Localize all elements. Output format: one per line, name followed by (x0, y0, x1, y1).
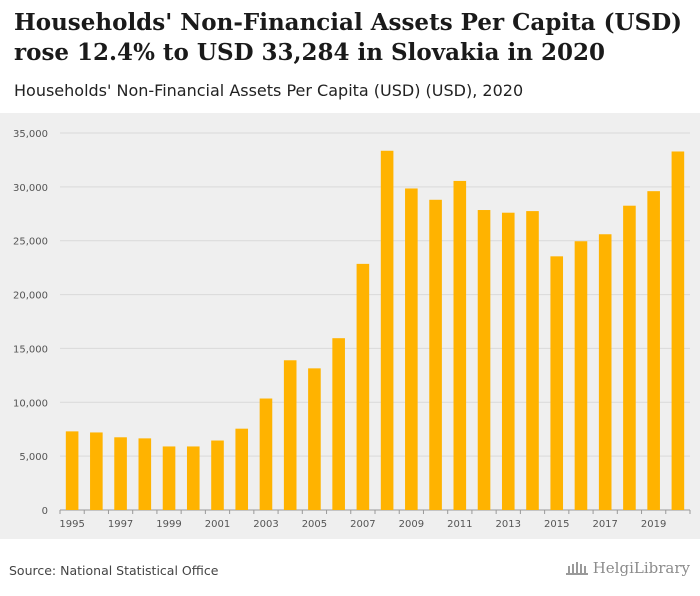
x-tick-label: 1999 (156, 519, 181, 530)
bar-1998 (138, 438, 152, 510)
x-tick-label: 2017 (592, 519, 617, 530)
bar-2005 (308, 368, 321, 510)
y-tick-label: 25,000 (13, 237, 48, 248)
y-tick-label: 20,000 (13, 291, 48, 302)
y-tick-label: 30,000 (13, 183, 48, 194)
chart-subtitle: Households' Non-Financial Assets Per Cap… (14, 81, 524, 100)
y-tick-label: 10,000 (13, 398, 48, 409)
bar-2010 (429, 199, 442, 510)
y-tick-label: 15,000 (13, 344, 48, 355)
source-note: Source: National Statistical Office (9, 563, 219, 578)
footer: Source: National Statistical Office Helg… (0, 539, 700, 596)
x-tick-label: 2009 (399, 519, 424, 530)
bar-2007 (356, 263, 370, 510)
bar-2011 (453, 180, 467, 510)
y-tick-label: 0 (42, 506, 48, 517)
bar-1997 (114, 437, 127, 510)
bar-2016 (574, 241, 588, 510)
x-tick-label: 2007 (350, 519, 375, 530)
y-tick-label: 5,000 (19, 452, 48, 463)
bar-chart: 0 5,000 10,000 15,000 20,000 25,000 30,000 35,0… (13, 129, 691, 530)
bar-2019 (647, 191, 660, 510)
bar-2014 (526, 211, 539, 510)
bar-1996 (90, 432, 103, 510)
x-tick-label: 1997 (108, 519, 133, 530)
bar-1995 (65, 431, 79, 510)
x-tick-label: 2001 (205, 519, 230, 530)
header: Households' Non-Financial Assets Per Cap… (0, 0, 700, 113)
bar-2013 (501, 212, 515, 511)
page-title: Households' Non-Financial Assets Per Cap… (14, 9, 683, 66)
library-building-icon (565, 562, 588, 575)
y-tick-label: 35,000 (13, 129, 48, 140)
x-tick-label: 2013 (496, 519, 521, 530)
x-tick-label: 2015 (544, 519, 569, 530)
bar-1999 (162, 446, 176, 510)
bar-2017 (598, 234, 612, 510)
bar-2009 (405, 188, 418, 511)
bar-2003 (259, 398, 273, 510)
x-tick-label: 2011 (447, 519, 472, 530)
bar-2004 (283, 360, 297, 510)
bar-2015 (550, 256, 564, 510)
helgi-library-logo[interactable]: HelgiLibrary (565, 559, 690, 577)
bar-2006 (332, 338, 345, 510)
bar-2008 (380, 150, 394, 510)
bar-2020 (671, 151, 685, 510)
x-tick-label: 1995 (59, 519, 84, 530)
bar-2018 (623, 205, 636, 510)
chart-area: 0 5,000 10,000 15,000 20,000 25,000 30,000 35,0… (0, 113, 700, 539)
bar-2012 (477, 210, 491, 510)
bar-2000 (186, 446, 200, 510)
bar-2001 (211, 440, 224, 510)
logo-text: HelgiLibrary (592, 559, 690, 577)
x-tick-label: 2003 (253, 519, 278, 530)
x-tick-label: 2019 (641, 519, 666, 530)
bar-2002 (235, 428, 249, 510)
x-tick-label: 2005 (302, 519, 327, 530)
